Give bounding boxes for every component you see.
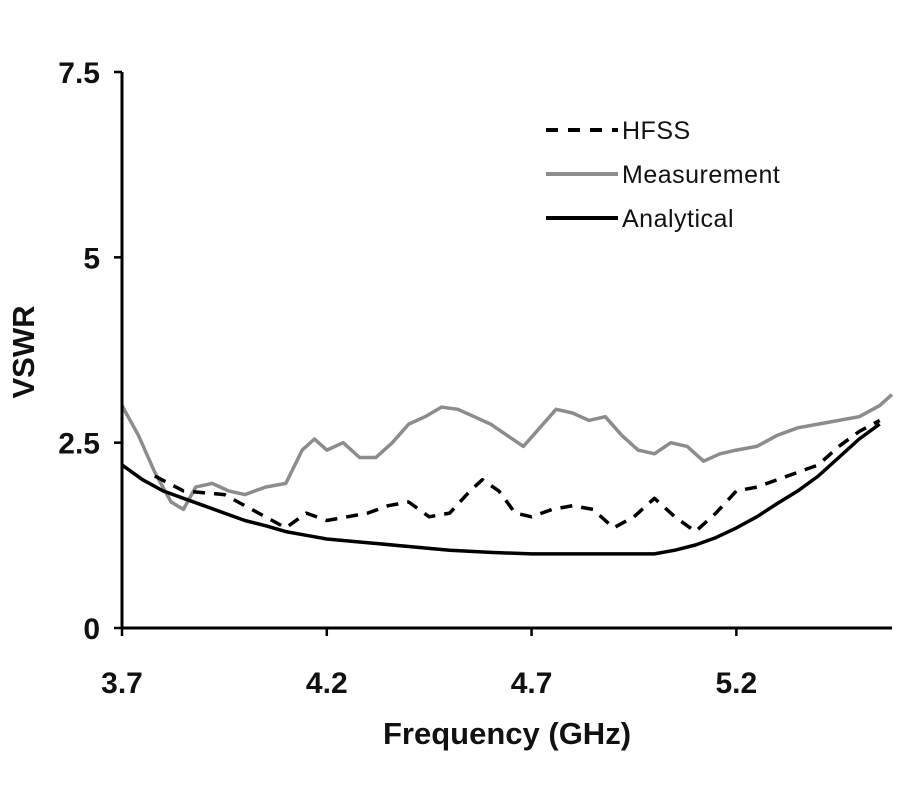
y-tick-label: 2.5 [58,428,100,461]
series-line-measurement [122,395,892,510]
series-layer [122,395,892,554]
y-tick-label: 7.5 [58,57,100,90]
legend-label-analytical: Analytical [622,205,734,233]
x-axis-title: Frequency (GHz) [383,716,631,751]
legend-label-measurement: Measurement [622,161,780,189]
x-tick-label: 4.7 [511,667,553,700]
y-tick-label: 0 [83,613,100,646]
x-tick-label: 5.2 [716,667,758,700]
legend-label-hfss: HFSS [622,117,691,145]
series-line-analytical [122,424,880,554]
y-axis-title: VSWR [6,306,41,399]
x-tick-label: 3.7 [101,667,143,700]
x-tick-label: 4.2 [306,667,348,700]
legend: HFSS Measurement Analytical [546,117,780,233]
tick-labels: 0 2.5 5 7.5 3.7 4.2 4.7 5.2 [58,57,757,700]
y-tick-label: 5 [83,242,100,275]
